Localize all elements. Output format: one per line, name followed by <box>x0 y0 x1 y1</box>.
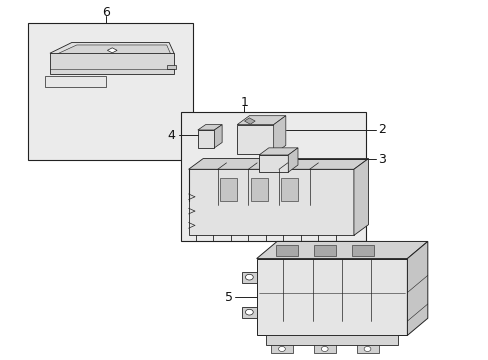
Text: 2: 2 <box>377 123 386 136</box>
Polygon shape <box>50 42 174 62</box>
Polygon shape <box>107 48 117 53</box>
Circle shape <box>245 274 253 280</box>
Bar <box>276 245 297 256</box>
Polygon shape <box>259 155 287 172</box>
Polygon shape <box>237 116 285 125</box>
Bar <box>313 245 335 256</box>
Polygon shape <box>166 65 176 69</box>
Polygon shape <box>313 345 335 352</box>
Circle shape <box>321 346 327 351</box>
Polygon shape <box>57 45 170 61</box>
Polygon shape <box>242 272 256 283</box>
Circle shape <box>245 309 253 315</box>
Polygon shape <box>256 242 427 258</box>
Polygon shape <box>188 169 353 235</box>
Text: 4: 4 <box>167 129 175 142</box>
Bar <box>351 245 373 256</box>
Polygon shape <box>50 53 174 74</box>
Polygon shape <box>259 148 297 155</box>
Text: 3: 3 <box>377 153 386 166</box>
Bar <box>181 112 366 241</box>
Text: 5: 5 <box>224 291 232 304</box>
Bar <box>220 178 237 202</box>
Polygon shape <box>198 125 222 130</box>
Polygon shape <box>214 125 222 148</box>
Circle shape <box>364 346 370 351</box>
Polygon shape <box>45 76 106 87</box>
Polygon shape <box>407 242 427 336</box>
Polygon shape <box>244 118 255 124</box>
Bar <box>28 23 193 160</box>
Polygon shape <box>237 125 273 154</box>
Polygon shape <box>273 116 285 154</box>
Text: 6: 6 <box>102 6 110 19</box>
Polygon shape <box>198 130 214 148</box>
Polygon shape <box>287 148 297 172</box>
Polygon shape <box>356 345 378 352</box>
Polygon shape <box>266 336 397 345</box>
Polygon shape <box>242 307 256 318</box>
Polygon shape <box>188 158 368 169</box>
Polygon shape <box>256 258 407 336</box>
Text: 1: 1 <box>240 96 248 109</box>
Bar <box>281 178 298 202</box>
Bar <box>250 178 267 202</box>
Polygon shape <box>271 345 292 352</box>
Circle shape <box>278 346 285 351</box>
Polygon shape <box>353 158 368 235</box>
